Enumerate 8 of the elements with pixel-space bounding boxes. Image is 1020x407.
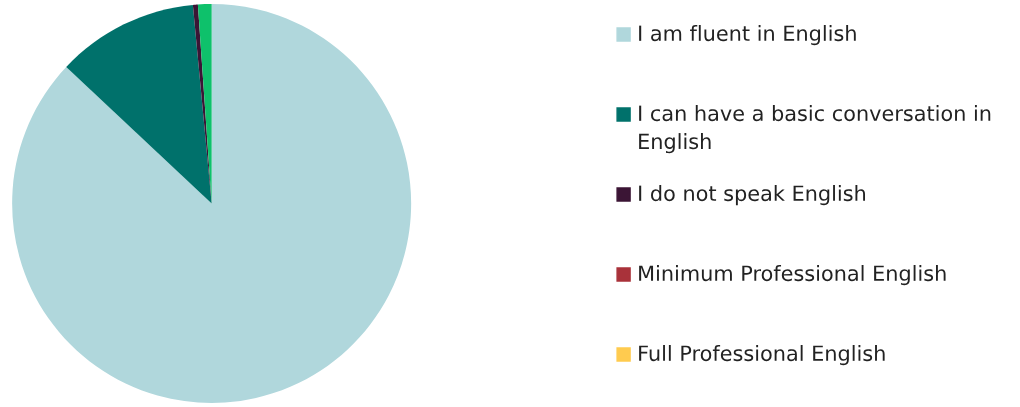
pie-slice — [66, 4, 212, 204]
legend-label: Minimum Professional English — [639, 265, 946, 286]
legend-label: I am fluent in English — [639, 25, 856, 46]
pie-slice — [197, 3, 212, 204]
pie-slice — [12, 3, 412, 403]
legend-label: I do not speak English — [639, 185, 866, 206]
legend-label: Full Professional English — [639, 345, 885, 366]
legend-label: I can have a basic conversation in English — [639, 105, 991, 154]
